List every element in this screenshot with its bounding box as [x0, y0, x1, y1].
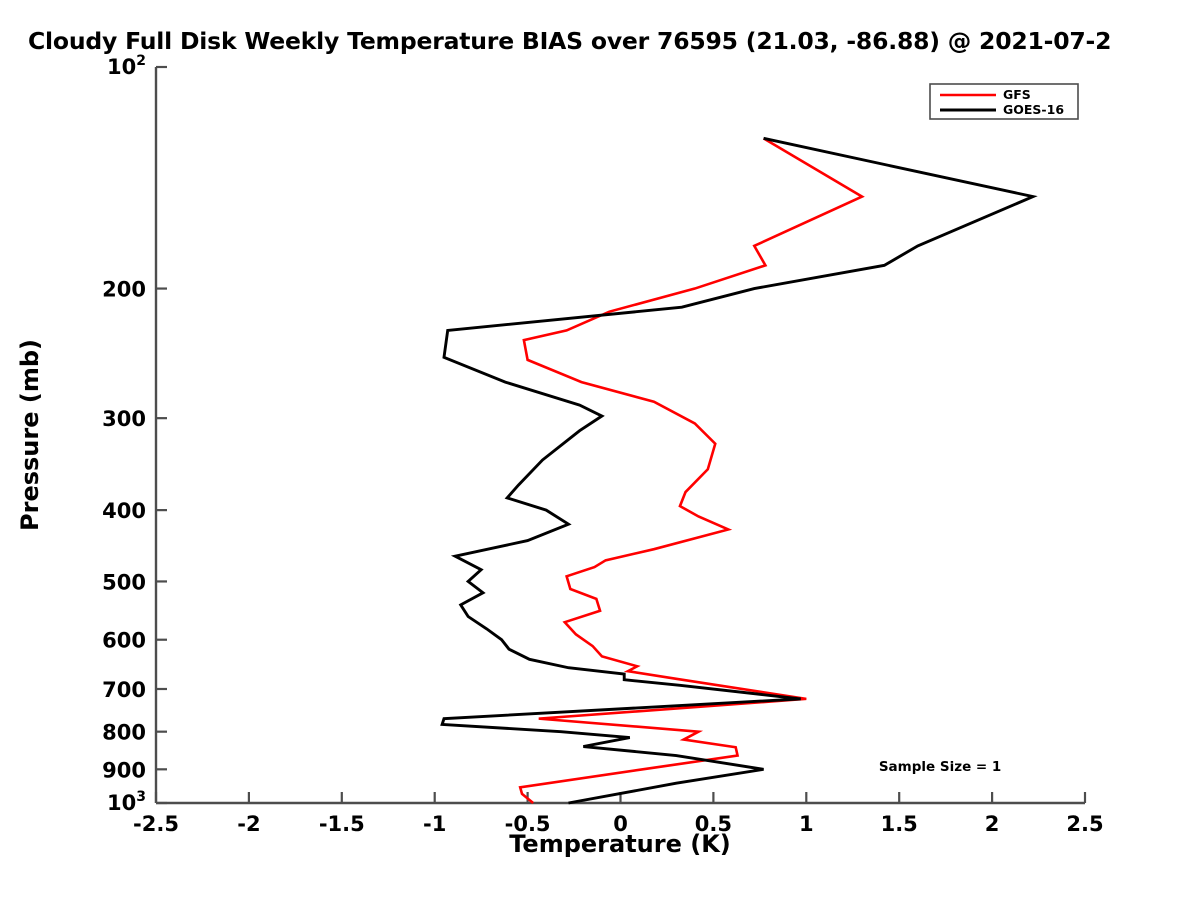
x-tick-label: 0	[613, 812, 628, 836]
x-tick-label: 1	[799, 812, 814, 836]
legend-label-goes16: GOES-16	[1003, 102, 1064, 117]
sample-size-annotation: Sample Size = 1	[879, 759, 1002, 775]
series-line-goes-16	[440, 136, 1038, 805]
y-axis-ticks: 102 200 300 400 500 600 700 800 900 103	[102, 53, 167, 815]
y-tick-label: 900	[102, 758, 146, 782]
x-tick-label: -2.5	[133, 812, 179, 836]
x-tick-label: -1.5	[319, 812, 365, 836]
x-tick-label: 1.5	[881, 812, 918, 836]
series-layer	[440, 136, 1038, 805]
y-tick-label: 800	[102, 721, 146, 745]
page-title: Cloudy Full Disk Weekly Temperature BIAS…	[28, 27, 1112, 55]
x-tick-label: -2	[237, 812, 260, 836]
x-tick-label: -0.5	[505, 812, 551, 836]
y-tick-label: 103	[107, 789, 146, 815]
y-tick-label: 300	[102, 407, 146, 431]
x-axis-ticks: -2.5 -2 -1.5 -1 -0.5 0 0.5 1 1.5 2 2.5	[133, 792, 1104, 836]
x-tick-label: -1	[423, 812, 446, 836]
x-axis-title: Temperature (K)	[509, 830, 731, 858]
y-tick-label: 200	[102, 278, 146, 302]
legend-label-gfs: GFS	[1003, 87, 1031, 102]
y-tick-label: 600	[102, 629, 146, 653]
legend-box	[929, 83, 1079, 120]
x-tick-label: 2.5	[1066, 812, 1103, 836]
x-tick-label: 0.5	[695, 812, 732, 836]
series-line-gfs	[518, 137, 865, 805]
y-tick-label: 102	[107, 53, 146, 79]
annotation-layer: Sample Size = 1	[879, 759, 1002, 775]
x-tick-label: 2	[985, 812, 1000, 836]
y-tick-label: 500	[102, 570, 146, 594]
chart-legend[interactable]: GFS GOES-16	[929, 83, 1079, 120]
y-tick-label: 700	[102, 678, 146, 702]
y-tick-label: 400	[102, 499, 146, 523]
y-axis-title: Pressure (mb)	[16, 339, 44, 531]
